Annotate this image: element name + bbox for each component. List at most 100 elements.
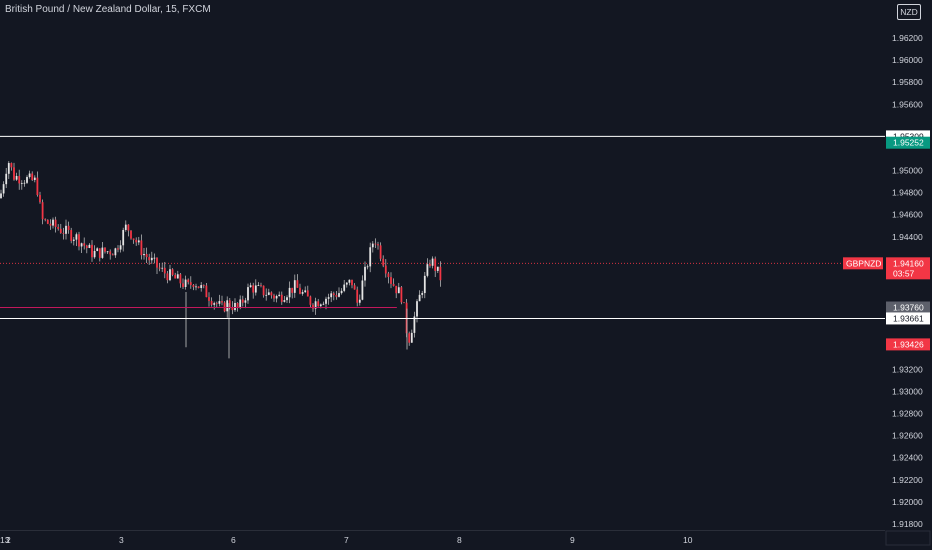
candle-body	[317, 301, 320, 307]
price-tick-label: 1.93000	[892, 386, 923, 396]
last-price-badge-bg	[886, 257, 930, 280]
level-price-badge: 1.93661	[893, 313, 924, 323]
candle-body	[270, 292, 273, 296]
candle-body	[314, 301, 317, 309]
candle-body	[286, 297, 288, 301]
candle-body	[280, 294, 283, 302]
candle-body	[345, 282, 348, 285]
candle-body	[153, 257, 156, 259]
symbol-badge: GBPNZD	[846, 258, 881, 268]
candle-body	[109, 251, 112, 255]
price-tick-label: 1.92800	[892, 409, 923, 419]
price-tick-label: 1.93200	[892, 364, 923, 374]
candle-body	[41, 202, 44, 220]
price-tick-label: 1.95600	[892, 99, 923, 109]
candle-body	[26, 177, 28, 183]
candle-body	[192, 285, 195, 287]
candle-body	[327, 297, 330, 299]
candle-body	[158, 267, 161, 269]
candle-body	[301, 292, 304, 294]
price-tick-label: 1.92000	[892, 497, 923, 507]
time-tick-label: 10	[683, 535, 693, 545]
candle-body	[54, 219, 57, 228]
candle-body	[348, 279, 351, 283]
candle-body	[254, 285, 257, 293]
candle-body	[52, 219, 54, 226]
candle-body	[293, 280, 296, 293]
candle-body	[200, 285, 203, 288]
candle-body	[91, 244, 93, 258]
candle-body	[226, 300, 229, 312]
candle-body	[325, 298, 327, 304]
candle-body	[434, 258, 437, 271]
candle-body	[88, 244, 91, 248]
candle-body	[33, 177, 36, 180]
candle-body	[247, 287, 249, 301]
candle-body	[423, 275, 426, 294]
candle-body	[72, 239, 75, 241]
candle-body	[39, 195, 41, 203]
candle-body	[179, 274, 182, 284]
candle-body	[197, 286, 200, 288]
time-tick-label: 3	[119, 535, 124, 545]
candle-body	[135, 239, 138, 243]
candle-body	[218, 301, 221, 304]
candle-body	[221, 301, 223, 303]
price-tick-label: 1.96200	[892, 33, 923, 43]
candle-body	[132, 238, 135, 240]
candle-body	[338, 293, 340, 297]
candle-body	[2, 184, 5, 194]
price-tick-label: 1.94800	[892, 188, 923, 198]
candle-body	[223, 302, 226, 312]
candle-body	[7, 163, 10, 174]
candle-body	[75, 234, 78, 240]
candle-body	[231, 307, 234, 311]
candle-body	[140, 240, 143, 256]
candle-body	[80, 243, 83, 247]
candle-body	[36, 177, 39, 196]
candle-body	[416, 301, 418, 317]
candle-body	[202, 285, 205, 286]
stop-price-badge: 1.93426	[893, 339, 924, 349]
candle-body	[439, 266, 442, 281]
candle-body	[163, 267, 166, 274]
candle-body	[150, 257, 153, 261]
time-tick-label: 9	[570, 535, 575, 545]
candle-body	[49, 223, 52, 226]
candle-body	[59, 228, 62, 233]
candle-body	[262, 285, 265, 296]
candle-body	[260, 285, 262, 286]
candle-body	[195, 286, 197, 288]
candle-body	[400, 287, 403, 303]
axis-corner	[885, 530, 931, 546]
candle-body	[265, 294, 268, 296]
candle-body	[182, 283, 184, 287]
candle-body	[13, 167, 15, 180]
candle-body	[171, 269, 174, 275]
candle-body	[356, 289, 359, 303]
candle-body	[184, 279, 187, 287]
candle-body	[85, 245, 88, 248]
candle-body	[351, 279, 353, 286]
candle-body	[421, 293, 424, 295]
candle-body	[392, 283, 395, 286]
time-tick-label: 8	[457, 535, 462, 545]
target-price-badge-bg	[886, 136, 930, 149]
candle-body	[358, 299, 361, 303]
currency-selector[interactable]: NZD	[897, 4, 921, 20]
candle-body	[330, 293, 333, 298]
chart-title: British Pound / New Zealand Dollar, 15, …	[5, 4, 211, 15]
candle-body	[124, 224, 127, 230]
stop-price-badge-bg	[886, 338, 930, 351]
candle-body	[101, 247, 104, 258]
candle-body	[187, 279, 190, 283]
price-tick-label: 1.91800	[892, 519, 923, 529]
candle-body	[46, 219, 49, 224]
candle-body	[403, 302, 405, 304]
candle-body	[148, 257, 151, 261]
candle-body	[252, 285, 255, 293]
candle-body	[210, 300, 213, 305]
candle-body	[353, 285, 356, 290]
candle-body	[340, 290, 343, 294]
